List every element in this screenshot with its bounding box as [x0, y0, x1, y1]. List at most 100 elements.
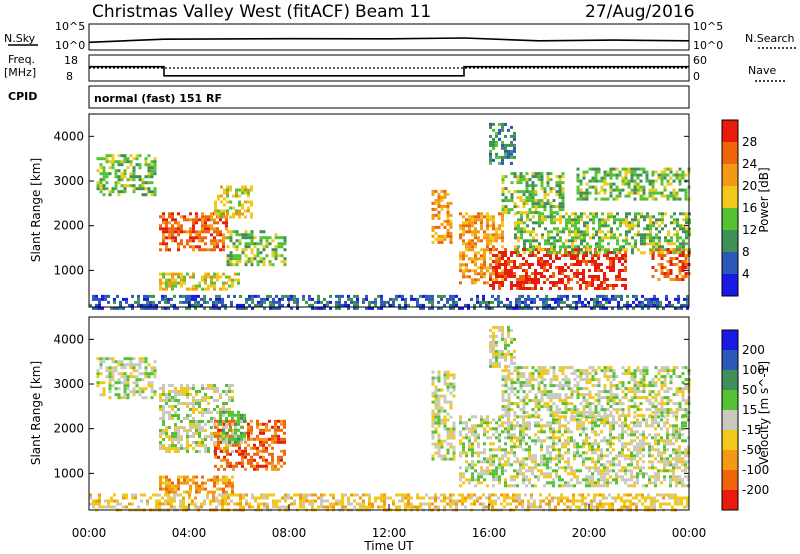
heatmap-cell: [195, 215, 198, 219]
heatmap-cell: [620, 306, 623, 310]
heatmap-cell: [238, 449, 241, 453]
heatmap-cell: [523, 251, 526, 255]
heatmap-cell: [652, 215, 655, 219]
heatmap-cell: [477, 251, 480, 255]
heatmap-cell: [489, 233, 492, 237]
heatmap-cell: [293, 300, 296, 304]
heatmap-cell: [501, 239, 504, 243]
heatmap-cell: [251, 493, 254, 497]
heatmap-cell: [573, 418, 576, 422]
heatmap-cell: [668, 496, 671, 500]
heatmap-cell: [455, 505, 458, 509]
heatmap-cell: [670, 236, 673, 240]
heatmap-cell: [603, 287, 606, 290]
heatmap-cell: [243, 416, 246, 420]
heatmap-cell: [540, 199, 544, 203]
heatmap-cell: [96, 384, 100, 388]
heatmap-cell: [117, 175, 121, 179]
heatmap-cell: [398, 306, 401, 310]
heatmap-cell: [575, 499, 578, 503]
heatmap-cell: [489, 149, 492, 153]
heatmap-cell: [572, 502, 575, 506]
heatmap-cell: [474, 272, 477, 276]
heatmap-cell: [374, 499, 377, 503]
heatmap-cell: [652, 221, 655, 225]
heatmap-cell: [580, 236, 583, 240]
heatmap-cell: [558, 196, 562, 200]
heatmap-cell: [250, 251, 254, 255]
heatmap-cell: [498, 281, 501, 284]
heatmap-cell: [686, 496, 689, 500]
heatmap-cell: [189, 218, 192, 222]
heatmap-cell: [259, 440, 262, 444]
heatmap-cell: [177, 438, 180, 441]
heatmap-cell: [120, 396, 124, 400]
heatmap-cell: [629, 502, 632, 506]
heatmap-cell: [474, 254, 477, 258]
heatmap-cell: [271, 452, 274, 456]
heatmap-cell: [437, 210, 441, 214]
heatmap-cell: [559, 218, 562, 222]
heatmap-cell: [150, 372, 154, 376]
heatmap-cell: [235, 254, 239, 258]
heatmap-cell: [607, 212, 610, 216]
heatmap-cell: [280, 242, 284, 246]
heatmap-cell: [132, 357, 136, 361]
heatmap-cell: [141, 181, 145, 185]
heatmap-cell: [634, 233, 637, 237]
heatmap-cell: [658, 212, 661, 216]
heatmap-cell: [660, 182, 664, 186]
heatmap-cell: [317, 297, 320, 301]
heatmap-cell: [245, 502, 248, 506]
heatmap-cell: [245, 493, 248, 497]
heatmap-cell: [138, 378, 142, 382]
heatmap-cell: [268, 437, 271, 441]
heatmap-cell: [465, 254, 468, 258]
heatmap-cell: [522, 427, 525, 431]
heatmap-cell: [492, 248, 495, 252]
heatmap-cell: [669, 176, 673, 180]
heatmap-cell: [643, 239, 646, 243]
heatmap-cell: [431, 430, 435, 434]
heatmap-cell: [189, 402, 192, 405]
heatmap-cell: [594, 275, 597, 278]
heatmap-cell: [651, 257, 655, 260]
heatmap-cell: [207, 402, 210, 405]
heatmap-cell: [501, 205, 505, 209]
heatmap-cell: [162, 417, 165, 420]
heatmap-cell: [558, 427, 561, 431]
heatmap-cell: [129, 360, 133, 364]
heatmap-cell: [657, 263, 661, 266]
heatmap-cell: [640, 242, 643, 246]
heatmap-cell: [586, 227, 589, 231]
heatmap-cell: [126, 178, 130, 182]
heatmap-cell: [573, 472, 576, 476]
heatmap-cell: [404, 300, 407, 304]
heatmap-cell: [274, 245, 278, 249]
heatmap-cell: [164, 297, 167, 301]
heatmap-cell: [625, 212, 628, 216]
heatmap-cell: [665, 493, 668, 497]
heatmap-cell: [177, 233, 180, 237]
heatmap-cell: [268, 443, 271, 447]
heatmap-cell: [464, 505, 467, 509]
heatmap-cell: [132, 169, 136, 173]
power-heatmap: [89, 122, 691, 310]
heatmap-cell: [552, 281, 555, 284]
heatmap-cell: [609, 182, 613, 186]
heatmap-cell: [534, 193, 538, 197]
heatmap-cell: [168, 248, 171, 252]
heatmap-cell: [222, 236, 225, 240]
heatmap-cell: [619, 224, 622, 228]
heatmap-cell: [449, 406, 453, 410]
heatmap-cell: [546, 448, 549, 452]
heatmap-cell: [347, 499, 350, 503]
heatmap-cell: [486, 227, 489, 231]
heatmap-cell: [241, 248, 245, 252]
heatmap-cell: [192, 227, 195, 231]
heatmap-cell: [120, 363, 124, 367]
heatmap-cell: [262, 236, 266, 240]
heatmap-cell: [256, 242, 260, 246]
heatmap-cell: [350, 502, 353, 506]
heatmap-cell: [581, 496, 584, 500]
